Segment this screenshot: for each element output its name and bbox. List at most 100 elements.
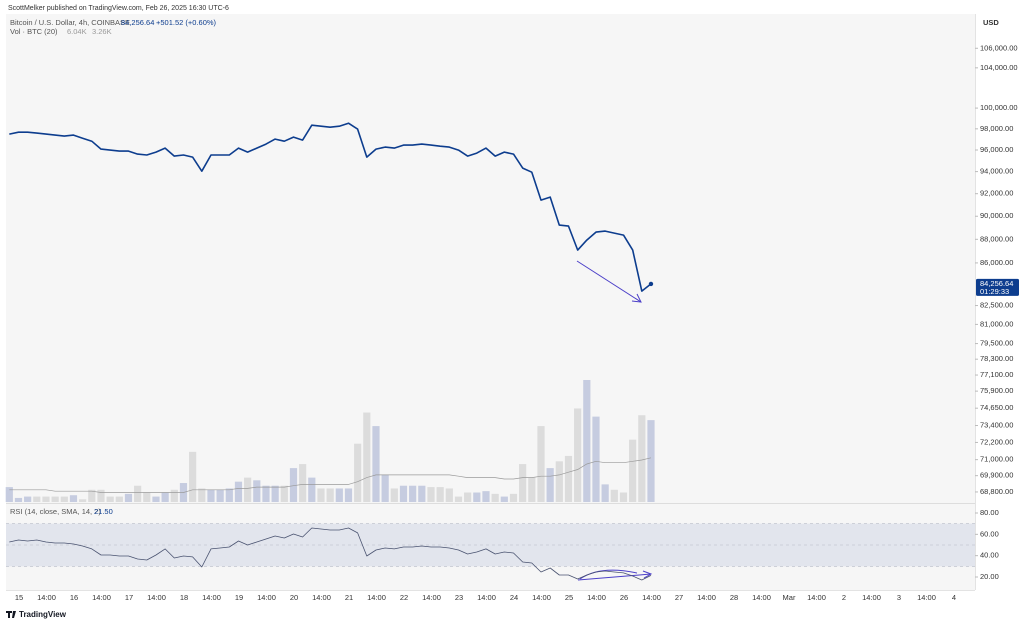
y-tick-label: 82,500.00 — [980, 301, 1013, 310]
volume-bar — [216, 489, 224, 502]
volume-bar — [244, 477, 252, 502]
x-tick-label: 20 — [290, 593, 298, 602]
y-tick-label: 68,800.00 — [980, 487, 1013, 496]
volume-bar — [427, 487, 435, 502]
volume-bar — [161, 492, 169, 502]
volume-bar — [436, 487, 444, 502]
y-tick-label: 60.00 — [980, 529, 999, 538]
currency: USD — [983, 18, 999, 27]
volume-bar — [555, 461, 563, 502]
volume-bar — [271, 485, 279, 502]
volume-bar — [289, 468, 298, 502]
volume-bar — [88, 489, 96, 502]
publisher: ScottMelker published on TradingView.com… — [8, 5, 229, 12]
x-tick-label: 28 — [730, 593, 738, 602]
x-tick-label: 14:00 — [422, 593, 441, 602]
arrow-head — [642, 570, 653, 579]
logo — [6, 611, 16, 618]
volume-bar — [134, 485, 142, 502]
volume-bar — [464, 492, 472, 502]
brand-name: TradingView — [19, 610, 67, 619]
price-tag-box — [976, 278, 1019, 296]
volume-bar — [253, 480, 261, 502]
volume-bar — [115, 496, 123, 502]
volume-bar — [519, 464, 527, 502]
rsi-title: RSI (14, close, SMA, 14, 2) — [10, 507, 101, 516]
volume-bar — [33, 496, 41, 502]
volume-bar — [234, 481, 243, 502]
x-tick-label: 14:00 — [147, 593, 166, 602]
volume-bar — [647, 420, 655, 502]
x-tick-label: 4 — [952, 593, 956, 602]
x-tick-label: 3 — [897, 593, 901, 602]
volume-bar — [24, 496, 32, 502]
x-tick-label: 27 — [675, 593, 683, 602]
volume-bar — [390, 488, 398, 502]
y-tick-label: 40.00 — [980, 551, 999, 560]
y-tick-label: 92,000.00 — [980, 189, 1013, 198]
volume-bar — [344, 488, 353, 502]
x-tick-label: 14:00 — [697, 593, 716, 602]
x-tick-label: 14:00 — [587, 593, 606, 602]
volume-bar — [152, 496, 160, 502]
volume-bar — [51, 496, 59, 502]
annotations — [576, 260, 653, 581]
y-tick-label: 20.00 — [980, 572, 999, 581]
volume-bar — [124, 493, 133, 502]
volume-bar — [299, 464, 307, 502]
volume-bar — [97, 489, 105, 502]
volume-bar — [170, 489, 178, 502]
y-tick-label: 72,200.00 — [980, 437, 1013, 446]
x-tick-label: 14:00 — [862, 593, 881, 602]
x-tick-label: 19 — [235, 593, 243, 602]
volume-bar — [610, 489, 618, 502]
x-tick-label: 14:00 — [37, 593, 56, 602]
x-tick-label: 22 — [400, 593, 408, 602]
rsi-value: 21.50 — [94, 507, 113, 516]
x-tick-label: 17 — [125, 593, 133, 602]
volume-bar — [592, 416, 600, 502]
arrow-head — [631, 293, 642, 303]
x-tick-label: 21 — [345, 593, 353, 602]
volume-bar — [335, 488, 343, 502]
volume-bar — [601, 484, 609, 502]
y-tick-label: 73,400.00 — [980, 421, 1013, 430]
volume-bar — [308, 477, 316, 502]
price-tag-countdown: 01:29:33 — [980, 287, 1009, 296]
price-change: +501.52 (+0.60%) — [156, 18, 217, 27]
x-tick-label: 14:00 — [257, 593, 276, 602]
volume-bar — [225, 488, 233, 502]
last-price: 84,256.64 — [121, 18, 154, 27]
volume-bar — [143, 492, 151, 502]
y-tick-label: 78,300.00 — [980, 354, 1013, 363]
volume-bar — [546, 468, 554, 502]
arc — [579, 569, 638, 580]
trend-arrow — [576, 260, 642, 303]
x-tick-label: 14:00 — [202, 593, 221, 602]
x-tick-label: 16 — [70, 593, 78, 602]
volume-bar — [5, 487, 13, 502]
volume-bar — [638, 415, 646, 502]
y-tick-label: 98,000.00 — [980, 124, 1013, 133]
volume-bar — [280, 485, 288, 502]
volume-title: Vol · BTC (20) — [10, 27, 58, 36]
volume-bar — [198, 488, 206, 502]
x-tick-label: 14:00 — [477, 593, 496, 602]
y-tick-label: 86,000.00 — [980, 258, 1013, 267]
rsi-band — [6, 523, 975, 567]
brand: TradingView — [6, 610, 67, 619]
x-tick-label: 14:00 — [532, 593, 551, 602]
x-tick-label: 18 — [180, 593, 188, 602]
volume-bar — [564, 455, 573, 502]
volume-bar — [79, 499, 87, 502]
volume-bar — [500, 496, 508, 502]
y-tick-label: 90,000.00 — [980, 211, 1013, 220]
volume-bar — [629, 439, 637, 502]
y-tick-label: 71,000.00 — [980, 455, 1013, 464]
y-tick-label: 88,000.00 — [980, 234, 1013, 243]
x-tick-label: 14:00 — [642, 593, 661, 602]
y-tick-label: 79,500.00 — [980, 339, 1013, 348]
volume-bar — [509, 493, 518, 502]
symbol: Bitcoin / U.S. Dollar, 4h, COINBASE — [10, 18, 130, 27]
